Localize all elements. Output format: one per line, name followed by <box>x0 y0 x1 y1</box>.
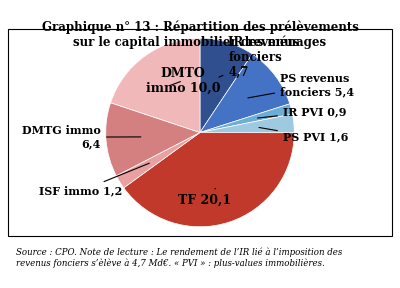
Wedge shape <box>200 114 294 133</box>
Wedge shape <box>200 38 252 132</box>
Text: PS PVI 1,6: PS PVI 1,6 <box>259 128 348 143</box>
Wedge shape <box>106 103 200 176</box>
Text: IR revenus
fonciers
4,7: IR revenus fonciers 4,7 <box>219 36 300 79</box>
Text: Graphique n° 13 : Répartition des prélèvements
sur le capital immobilier des mén: Graphique n° 13 : Répartition des prélèv… <box>42 20 358 49</box>
Text: Source : CPO. Note de lecture : Le rendement de l’IR lié à l’imposition des
reve: Source : CPO. Note de lecture : Le rende… <box>16 248 342 268</box>
Wedge shape <box>200 104 292 132</box>
Text: DMTG immo
6,4: DMTG immo 6,4 <box>22 125 141 149</box>
Text: PS revenus
fonciers 5,4: PS revenus fonciers 5,4 <box>248 73 354 98</box>
Text: ISF immo 1,2: ISF immo 1,2 <box>40 163 149 196</box>
Text: TF 20,1: TF 20,1 <box>178 188 231 207</box>
Wedge shape <box>200 54 290 132</box>
Text: DMTO
immo 10,0: DMTO immo 10,0 <box>146 67 220 95</box>
Wedge shape <box>110 38 200 132</box>
Wedge shape <box>124 132 294 227</box>
Text: IR PVI 0,9: IR PVI 0,9 <box>258 106 346 118</box>
Wedge shape <box>116 132 200 188</box>
